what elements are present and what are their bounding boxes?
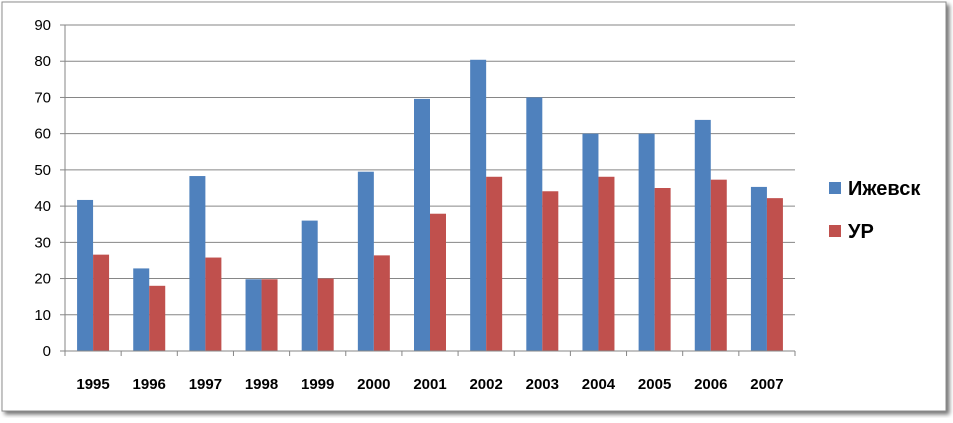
bar-izhevsk-1999 [301, 220, 318, 351]
y-tick-label: 90 [34, 17, 51, 34]
legend-swatch-ur [829, 225, 841, 237]
x-tick-label: 1998 [245, 376, 278, 393]
legend-swatch-izhevsk [829, 182, 841, 194]
bar-izhevsk-2002 [470, 59, 487, 351]
bar-ur-2007 [766, 198, 783, 351]
bar-ur-1998 [261, 279, 278, 351]
legend: Ижевск УР [829, 178, 921, 243]
x-tick-label: 1997 [189, 376, 222, 393]
y-tick-label: 0 [43, 343, 51, 360]
bar-ur-1997 [205, 257, 222, 351]
bar-ur-2003 [542, 191, 559, 351]
x-tick-label: 2000 [357, 376, 390, 393]
legend-label-ur: УР [848, 221, 874, 243]
x-tick-label: 2005 [638, 376, 671, 393]
bar-izhevsk-1996 [133, 268, 150, 351]
bars [77, 59, 783, 351]
bar-ur-2004 [598, 176, 615, 351]
y-tick-label: 60 [34, 126, 51, 143]
y-tick-label: 80 [34, 53, 51, 70]
bar-izhevsk-2006 [694, 119, 711, 351]
bar-izhevsk-2003 [526, 97, 543, 351]
y-tick-label: 70 [34, 89, 51, 106]
bar-ur-1999 [317, 278, 334, 351]
bar-izhevsk-2007 [750, 186, 767, 351]
bar-ur-2002 [486, 176, 503, 351]
bar-izhevsk-2001 [414, 98, 430, 351]
y-tick-label: 20 [34, 271, 51, 288]
x-tick-label: 1995 [76, 376, 109, 393]
x-axis-categories: 1995 1996 1997 1998 1999 2000 2001 2002 2003 2004… [76, 376, 783, 393]
bar-ur-1996 [149, 285, 166, 351]
x-tick-label: 2003 [526, 376, 559, 393]
bar-ur-2005 [654, 188, 671, 351]
x-tick-label: 1999 [301, 376, 334, 393]
x-tick-label: 2004 [582, 376, 616, 393]
legend-label-izhevsk: Ижевск [848, 178, 921, 200]
x-tick-label: 2006 [694, 376, 727, 393]
y-tick-label: 10 [34, 307, 51, 324]
x-tick-label: 2001 [413, 376, 446, 393]
bar-ur-2000 [373, 255, 390, 351]
bar-izhevsk-2004 [582, 133, 599, 351]
y-tick-label: 40 [34, 198, 51, 215]
bar-izhevsk-1998 [245, 279, 262, 351]
y-tick-label: 30 [34, 234, 51, 251]
x-tick-label: 2002 [469, 376, 502, 393]
axes [64, 25, 796, 356]
y-axis-ticks: 0 10 20 30 40 50 60 70 80 90 [34, 17, 65, 360]
x-tick-label: 2007 [750, 376, 783, 393]
bar-ur-1995 [93, 254, 110, 351]
bar-izhevsk-1997 [189, 176, 206, 351]
x-tick-label: 1996 [133, 376, 166, 393]
bar-izhevsk-2000 [357, 171, 374, 351]
bar-ur-2001 [430, 213, 446, 351]
bar-izhevsk-1995 [77, 199, 94, 351]
bar-ur-2006 [710, 179, 727, 351]
bar-izhevsk-2005 [638, 133, 655, 351]
y-tick-label: 50 [34, 162, 51, 179]
